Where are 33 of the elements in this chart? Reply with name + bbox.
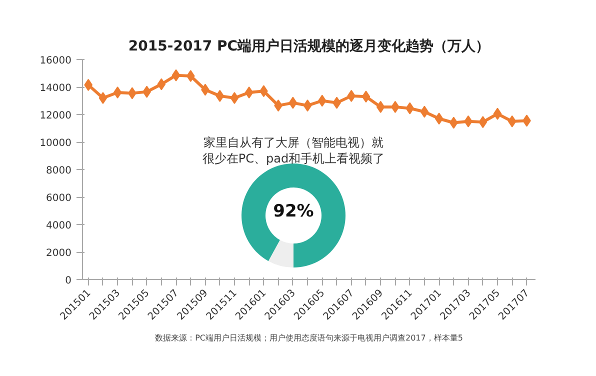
- point: [493, 108, 502, 120]
- point: [347, 90, 356, 102]
- point: [172, 69, 180, 82]
- point: [230, 92, 239, 104]
- y-tick-label: 6000: [46, 193, 72, 204]
- point: [84, 78, 93, 91]
- point: [362, 90, 370, 103]
- data-label: 92%: [273, 202, 314, 222]
- point: [98, 92, 108, 104]
- chart-title: 2015-2017 PC端用户日活规模的逐月变化趋势（万人）: [128, 38, 490, 54]
- chart-title: 家里自从有了大屏（智能电视）就很少在PC、pad和手机上看视频了: [202, 135, 385, 166]
- source-note: 数据来源：PC端用户日活规模；用户使用态度语句来源于电视用户调查2017，样本量5: [155, 334, 463, 342]
- point: [508, 115, 516, 128]
- y-tick-label: 16000: [40, 56, 72, 66]
- y-tick-label: 10000: [40, 138, 72, 149]
- y-tick-label: 14000: [40, 83, 72, 94]
- point: [113, 86, 122, 98]
- point: [244, 86, 254, 98]
- y-tick-label: 2000: [46, 248, 72, 259]
- y-tick-label: 4000: [46, 220, 72, 232]
- y-tick-label: 12000: [40, 110, 72, 122]
- point: [318, 94, 326, 107]
- point: [303, 100, 312, 112]
- point: [434, 112, 444, 125]
- point: [186, 70, 195, 82]
- point: [157, 78, 166, 90]
- point: [376, 100, 385, 113]
- y-tick-label: 8000: [46, 166, 72, 176]
- y-tick-label: 0: [65, 276, 72, 286]
- point: [478, 116, 488, 128]
- point: [216, 90, 224, 102]
- point: [420, 106, 429, 118]
- point: [288, 96, 298, 109]
